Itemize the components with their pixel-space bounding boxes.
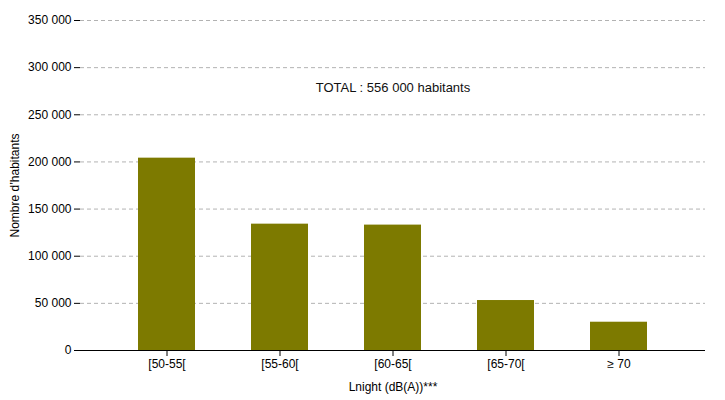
svg-text:[60-65[: [60-65[ [374,357,412,371]
svg-text:[50-55[: [50-55[ [148,357,186,371]
svg-text:[55-60[: [55-60[ [261,357,299,371]
svg-text:300 000: 300 000 [28,60,72,74]
svg-text:200 000: 200 000 [28,155,72,169]
svg-text:100 000: 100 000 [28,249,72,263]
svg-text:50 000: 50 000 [35,296,72,310]
svg-text:250 000: 250 000 [28,108,72,122]
svg-text:Lnight (dB(A))***: Lnight (dB(A))*** [349,380,438,394]
svg-text:≥ 70: ≥ 70 [607,357,631,371]
svg-text:350 000: 350 000 [28,13,72,27]
svg-text:TOTAL : 556 000 habitants: TOTAL : 556 000 habitants [316,80,471,95]
svg-text:[65-70[: [65-70[ [487,357,525,371]
svg-text:150 000: 150 000 [28,202,72,216]
svg-text:0: 0 [65,343,72,357]
svg-text:Nombre d’habitants: Nombre d’habitants [8,133,22,237]
